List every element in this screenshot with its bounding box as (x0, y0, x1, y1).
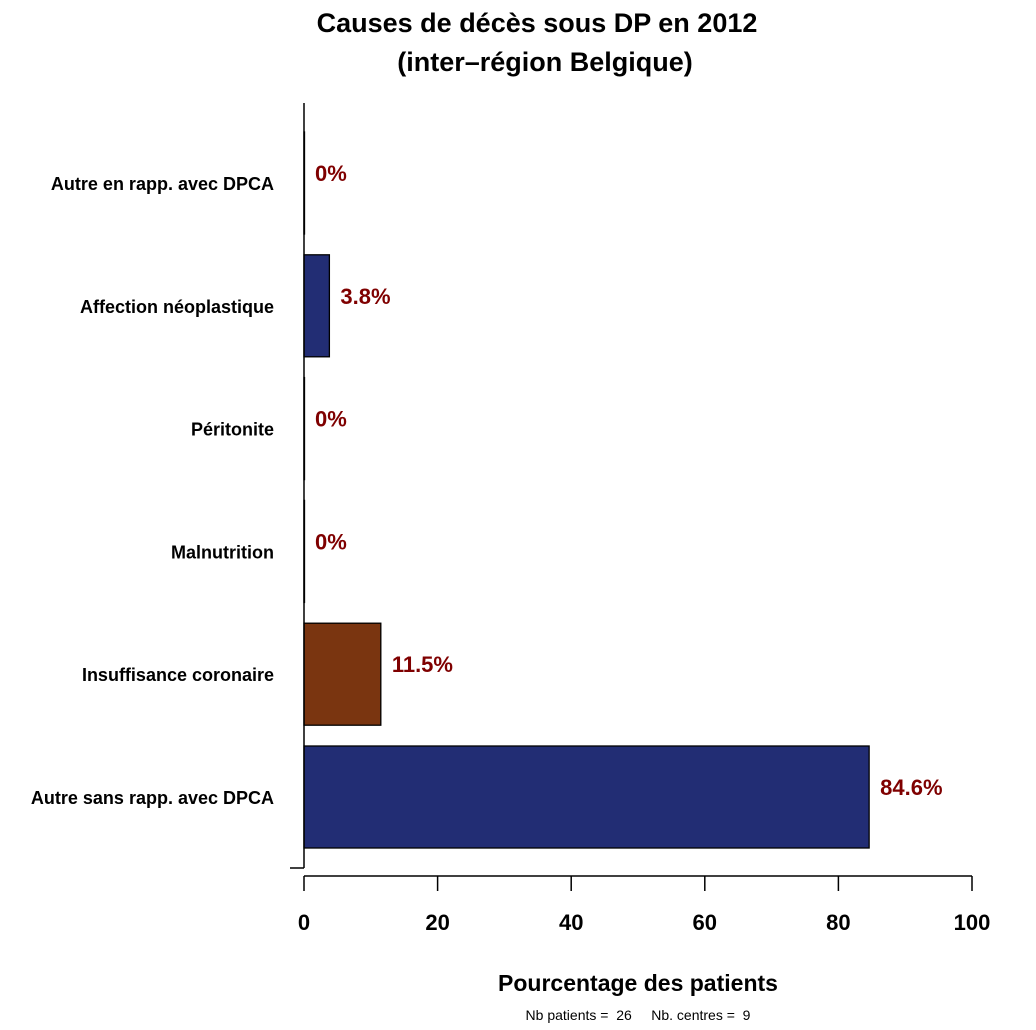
x-tick-label: 60 (693, 910, 717, 935)
value-label: 3.8% (340, 284, 390, 309)
category-label: Autre sans rapp. avec DPCA (31, 788, 274, 808)
value-label: 0% (315, 161, 347, 186)
bar (303, 254, 331, 358)
value-label: 84.6% (880, 775, 942, 800)
x-tick-label: 20 (425, 910, 449, 935)
x-tick-label: 100 (954, 910, 991, 935)
category-label: Affection néoplastique (80, 297, 274, 317)
category-label: Péritonite (191, 420, 274, 440)
value-label: 0% (315, 407, 347, 432)
chart-subtitle: (inter–région Belgique) (397, 47, 693, 77)
bar (303, 622, 382, 726)
x-tick-label: 80 (826, 910, 850, 935)
x-axis-label: Pourcentage des patients (498, 970, 778, 996)
value-label: 11.5% (392, 652, 453, 677)
category-label: Autre en rapp. avec DPCA (51, 174, 274, 194)
bars-group: Autre en rapp. avec DPCA 0% Affection néop… (31, 131, 943, 849)
chart-title: Causes de décès sous DP en 2012 (317, 8, 758, 38)
category-label: Insuffisance coronaire (82, 665, 274, 685)
footnote: Nb patients = 26 Nb. centres = 9 (526, 1007, 751, 1023)
x-ticks-group: 0 20 40 60 80 100 (298, 876, 990, 935)
category-label: Malnutrition (171, 542, 274, 562)
x-tick-label: 0 (298, 910, 310, 935)
value-label: 0% (315, 529, 347, 554)
bar (303, 745, 870, 849)
x-tick-label: 40 (559, 910, 583, 935)
